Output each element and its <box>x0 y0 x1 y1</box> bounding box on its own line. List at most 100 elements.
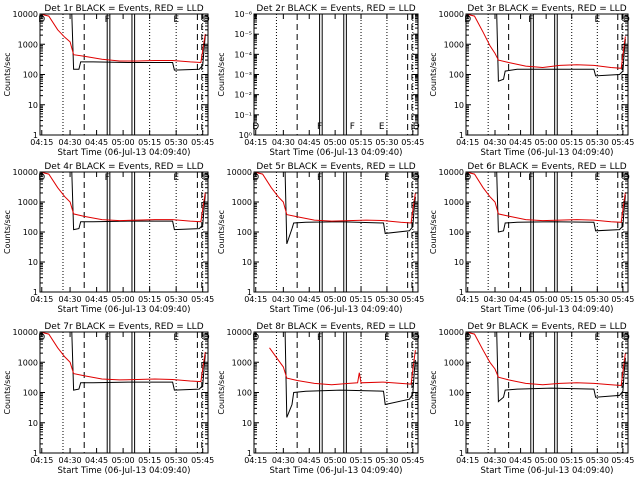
series-lld <box>39 171 206 223</box>
x-tick-label: 05:15 <box>138 456 161 465</box>
y-tick-label: 10 <box>454 101 464 110</box>
y-axis-label: Counts/sec <box>429 210 438 254</box>
annotation-marker: D <box>252 333 259 343</box>
x-tick-label: 04:45 <box>298 138 321 147</box>
y-tick-label: 10000 <box>13 328 38 337</box>
annotation-marker: E <box>173 333 179 343</box>
y-tick-label: 10 <box>28 258 38 267</box>
x-tick-label: 05:00 <box>324 456 347 465</box>
x-tick-label: 04:15 <box>244 295 267 304</box>
x-tick-label: 05:45 <box>611 138 634 147</box>
y-tick-label: 10000 <box>13 168 38 177</box>
y-tick-label: 100 <box>23 228 38 237</box>
y-tick-label: 10000 <box>227 328 252 337</box>
y-tick-label: 10000 <box>439 10 464 19</box>
x-tick-label: 04:30 <box>59 456 82 465</box>
y-tick-label: 10⁻⁴ <box>234 50 252 59</box>
x-tick-label: 05:15 <box>560 456 583 465</box>
x-tick-label: 05:00 <box>535 138 558 147</box>
annotation-marker: F <box>528 15 533 25</box>
annotation-marker: F <box>528 173 533 183</box>
panel-title: Det 7r BLACK = Events, RED = LLD <box>44 322 203 332</box>
x-tick-label: 04:45 <box>509 456 532 465</box>
annotation-marker: F <box>317 333 322 343</box>
annotation-marker: E <box>173 173 179 183</box>
x-tick-label: 05:15 <box>350 138 373 147</box>
x-tick-label: 04:15 <box>456 456 479 465</box>
annotation-marker: E <box>594 15 600 25</box>
x-tick-label: 05:30 <box>586 138 609 147</box>
annotation-marker: D <box>203 333 210 343</box>
plot-frame <box>465 13 629 136</box>
y-tick-label: 100 <box>237 389 252 398</box>
series-events <box>40 171 206 231</box>
x-tick-label: 05:00 <box>324 295 347 304</box>
annotation-marker: D <box>252 173 259 183</box>
x-tick-label: 05:00 <box>112 138 135 147</box>
annotation-marker: D <box>38 333 45 343</box>
y-tick-label: 10000 <box>439 168 464 177</box>
x-tick-label: 05:30 <box>375 138 398 147</box>
y-tick-label: 1 <box>33 288 38 297</box>
series-lld <box>465 171 626 223</box>
panel-title: Det 6r BLACK = Events, RED = LLD <box>467 162 626 172</box>
annotation-marker: D <box>623 15 630 25</box>
x-tick-label: 05:00 <box>324 138 347 147</box>
y-tick-label: 100 <box>449 389 464 398</box>
x-axis-label: Start Time (06-Jul-13 04:09:40) <box>481 466 614 476</box>
y-tick-label: 100 <box>23 389 38 398</box>
series-lld <box>465 13 626 69</box>
x-tick-label: 05:15 <box>560 295 583 304</box>
y-tick-label: 10000 <box>13 10 38 19</box>
y-tick-label: 10 <box>28 101 38 110</box>
x-tick-label: 04:30 <box>272 456 295 465</box>
x-axis-label: Start Time (06-Jul-13 04:09:40) <box>270 466 403 476</box>
y-tick-label: 1000 <box>444 40 464 49</box>
x-tick-label: 05:00 <box>112 456 135 465</box>
annotation-marker: F <box>105 173 110 183</box>
annotation-marker: D <box>413 173 420 183</box>
x-tick-label: 04:30 <box>483 295 506 304</box>
y-axis-label: Counts/sec <box>3 210 12 254</box>
annotation-marker: D <box>203 173 210 183</box>
series-events <box>40 13 206 71</box>
y-tick-label: 10⁻³ <box>234 71 252 80</box>
series-events <box>40 331 206 391</box>
annotation-marker: D <box>623 173 630 183</box>
x-axis-label: Start Time (06-Jul-13 04:09:40) <box>58 466 191 476</box>
x-tick-label: 04:45 <box>509 138 532 147</box>
y-tick-label: 1000 <box>444 198 464 207</box>
x-tick-label: 05:45 <box>191 295 214 304</box>
y-tick-label: 100 <box>449 71 464 80</box>
y-tick-label: 10000 <box>227 168 252 177</box>
annotation-marker: E <box>173 15 179 25</box>
x-tick-label: 05:45 <box>191 456 214 465</box>
y-tick-label: 1 <box>247 288 252 297</box>
y-tick-label: 10⁰ <box>239 131 252 140</box>
y-tick-label: 1 <box>33 449 38 458</box>
series-events <box>466 171 626 233</box>
x-axis-label: Start Time (06-Jul-13 04:09:40) <box>58 148 191 158</box>
y-tick-label: 10⁻² <box>234 91 252 100</box>
y-tick-label: 1000 <box>18 198 38 207</box>
annotation-marker: E <box>384 173 390 183</box>
y-tick-label: 1000 <box>18 40 38 49</box>
annotation-marker: E <box>594 173 600 183</box>
y-tick-label: 1000 <box>232 198 252 207</box>
x-tick-label: 04:30 <box>59 295 82 304</box>
y-tick-label: 10000 <box>439 328 464 337</box>
x-tick-label: 04:15 <box>456 138 479 147</box>
annotation-marker: D <box>38 173 45 183</box>
x-tick-label: 05:00 <box>535 295 558 304</box>
annotation-marker: D <box>38 15 45 25</box>
y-tick-label: 10⁻⁵ <box>234 30 252 39</box>
plot-frame <box>253 13 419 136</box>
